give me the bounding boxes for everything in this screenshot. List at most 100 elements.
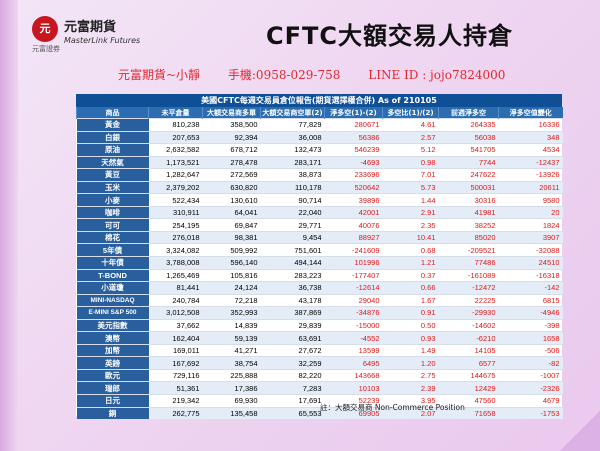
table-cell: 352,993 (202, 306, 261, 320)
table-cell: 71658 (438, 406, 499, 420)
table-cell: 0.66 (382, 281, 439, 295)
commodity-name-cell: 可可 (76, 218, 149, 232)
table-cell: 85020 (438, 230, 499, 244)
table-cell: 358,500 (202, 118, 261, 132)
table-cell: 387,869 (260, 306, 325, 320)
table-cell: 283,223 (260, 268, 325, 282)
table-cell: 233696 (324, 168, 383, 182)
table-cell: 101996 (324, 256, 383, 270)
table-cell: 22225 (438, 293, 499, 307)
table-cell: -4946 (498, 306, 563, 320)
table-cell: 36,738 (260, 281, 325, 295)
table-cell: 135,458 (202, 406, 261, 420)
table-cell: 630,820 (202, 180, 261, 194)
commodity-name-cell: 小麥 (76, 193, 149, 207)
table-cell: -2326 (498, 381, 563, 395)
column-header: 前週淨多空 (438, 107, 499, 119)
table-cell: 12429 (438, 381, 499, 395)
column-header: 淨多空(1)-(2) (324, 107, 383, 119)
table-cell: -12614 (324, 281, 383, 295)
table-cell: 541705 (438, 143, 499, 157)
table-cell: 17,691 (260, 394, 325, 408)
commodity-name-cell: 澳幣 (76, 331, 149, 345)
table-row: 咖啡 310,911 64,041 22,040 42001 2.91 41981 20 (76, 205, 563, 219)
table-cell: -506 (498, 343, 563, 357)
table-cell: 9,454 (260, 230, 325, 244)
table-cell: 98,381 (202, 230, 261, 244)
table-cell: -15000 (324, 318, 383, 332)
table-cell: 69,847 (202, 218, 261, 232)
broker-name: 元富期貨~小靜 (118, 68, 201, 82)
table-cell: 10.41 (382, 230, 439, 244)
table-row: 英鎊 167,692 38,754 32,259 6495 1.20 6577 -82 (76, 356, 563, 370)
table-cell: 88927 (324, 230, 383, 244)
table-cell: 38,873 (260, 168, 325, 182)
table-cell: 0.68 (382, 243, 439, 257)
table-cell: 13599 (324, 343, 383, 357)
column-header: 商品 (76, 107, 149, 119)
table-cell: 240,784 (148, 293, 203, 307)
logo-mark-icon: 元 (32, 16, 58, 42)
table-cell: 546239 (324, 143, 383, 157)
table-cell: 22,040 (260, 205, 325, 219)
column-header: 多空比(1)/(2) (382, 107, 439, 119)
table-cell: -241609 (324, 243, 383, 257)
table-cell: 1658 (498, 331, 563, 345)
table-cell: 65,553 (260, 406, 325, 420)
table-cell: 0.93 (382, 331, 439, 345)
table-cell: 144675 (438, 368, 499, 382)
table-row: T-BOND 1,265,469 105,816 283,223 -177407 0.37… (76, 268, 563, 282)
left-edge-decoration (0, 0, 18, 451)
table-cell: 132,473 (260, 143, 325, 157)
table-cell: -1007 (498, 368, 563, 382)
table-cell: 77486 (438, 256, 499, 270)
table-row: 棉花 276,018 98,381 9,454 88927 10.41 85020 3907 (76, 230, 563, 244)
table-cell: 32,259 (260, 356, 325, 370)
commodity-name-cell: 日元 (76, 394, 149, 408)
table-cell: -1753 (498, 406, 563, 420)
table-row: MINI-NASDAQ 240,784 72,218 43,178 29040 1.67 2… (76, 293, 563, 307)
table-cell: 29040 (324, 293, 383, 307)
commodity-name-cell: 棉花 (76, 230, 149, 244)
logo-name: 元富期貨 (64, 20, 117, 35)
table-cell: 0.50 (382, 318, 439, 332)
table-cell: 40076 (324, 218, 383, 232)
table-cell: 56038 (438, 130, 499, 144)
table-row: 銅 262,775 135,458 65,553 69905 2.07 71658 -1753 (76, 406, 563, 420)
commodity-name-cell: MINI-NASDAQ (76, 293, 149, 307)
table-cell: 0.91 (382, 306, 439, 320)
table-cell: 0.98 (382, 155, 439, 169)
table-row: E-MINI S&P 500 3,012,508 352,993 387,869 -34… (76, 306, 563, 320)
line-id: LINE ID : jojo7824000 (368, 68, 506, 82)
table-cell: 5.73 (382, 180, 439, 194)
table-cell: 29,771 (260, 218, 325, 232)
commodity-name-cell: 5年債 (76, 243, 149, 257)
table-cell: 59,139 (202, 331, 261, 345)
table-cell: 509,992 (202, 243, 261, 257)
table-cell: 69,930 (202, 394, 261, 408)
table-cell: -4693 (324, 155, 383, 169)
table-row: 天然氣 1,173,521 278,478 283,171 -4693 0.98 7744-… (76, 155, 563, 169)
table-cell: -29930 (438, 306, 499, 320)
table-cell: 225,888 (202, 368, 261, 382)
table-cell: 17,386 (202, 381, 261, 395)
table-cell: 82,220 (260, 368, 325, 382)
table-cell: 3,012,508 (148, 306, 203, 320)
footnote: 註：大額交易商 Non-Commerce Position (320, 403, 465, 412)
table-row: 美元指數 37,662 14,839 29,839 -15000 0.50 -14602 -3… (76, 318, 563, 332)
table-row: 加幣 169,011 41,271 27,672 13599 1.49 14105 -506 (76, 343, 563, 357)
commodity-name-cell: 黃豆 (76, 168, 149, 182)
table-cell: 105,816 (202, 268, 261, 282)
column-header: 未平倉量 (148, 107, 203, 119)
table-row: 黃豆 1,282,647 272,569 38,873 233696 7.01 247622… (76, 168, 563, 182)
table-cell: 219,342 (148, 394, 203, 408)
table-row: 原油 2,632,582 678,712 132,473 546239 5.12 54170… (76, 143, 563, 157)
column-header: 淨多空值變化 (498, 107, 563, 119)
table-cell: 27,672 (260, 343, 325, 357)
table-cell: 63,691 (260, 331, 325, 345)
table-cell: 42001 (324, 205, 383, 219)
commodity-name-cell: 黃金 (76, 118, 149, 132)
table-cell: 1824 (498, 218, 563, 232)
table-cell: 47560 (438, 394, 499, 408)
table-cell: -14602 (438, 318, 499, 332)
